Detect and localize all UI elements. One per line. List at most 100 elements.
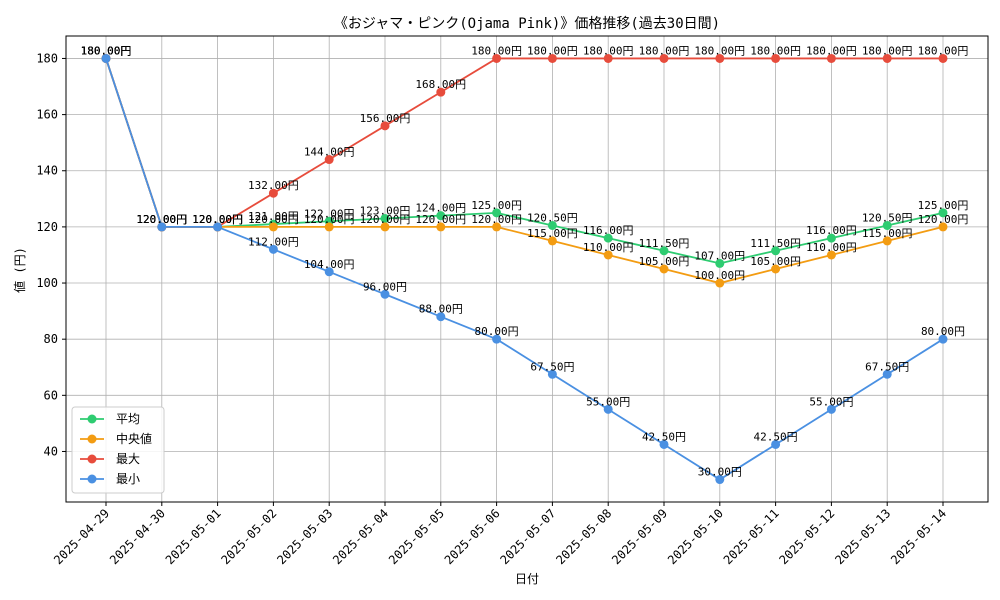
series-point-3 [771,439,781,449]
series-point-1 [380,222,390,232]
legend-entry: 最小 [116,472,140,486]
legend-marker [87,434,97,444]
data-label-1: 180.00円 [81,44,132,57]
data-label-2: 180.00円 [694,44,745,57]
data-label-0: 124.00円 [415,202,466,215]
legend-entry: 最大 [116,452,140,466]
series-point-2 [938,53,948,63]
data-label-0: 120.00円 [136,213,187,226]
plot-frame [65,35,989,503]
data-label-0: 111.50円 [750,237,801,250]
y-tick-label: 100 [36,276,58,290]
series-point-2 [882,53,892,63]
data-label-3: 67.50円 [865,360,909,373]
x-tick-label: 2025-05-10 [665,506,726,567]
series-point-2 [492,53,502,63]
data-label-1: 115.00円 [527,227,578,240]
series-point-0 [380,213,390,223]
legend-marker [87,454,97,464]
data-label-2: 180.00円 [81,44,132,57]
series-point-2 [659,53,669,63]
data-label-1: 120.00円 [471,213,522,226]
data-label-3: 180.00円 [81,44,132,57]
series-point-2 [826,53,836,63]
data-label-1: 105.00円 [750,255,801,268]
series-point-3 [938,334,948,344]
data-label-2: 180.00円 [471,44,522,57]
series-point-1 [826,250,836,260]
series-line-2 [105,57,943,228]
series-point-0 [547,220,557,230]
x-tick-label: 2025-05-13 [832,506,893,567]
legend-box [71,406,165,494]
data-label-1: 115.00円 [862,227,913,240]
x-tick-label: 2025-05-04 [330,506,391,567]
series-point-0 [603,233,613,243]
series-point-1 [715,278,725,288]
data-label-2: 168.00円 [415,78,466,91]
series-point-0 [659,246,669,256]
data-label-1: 120.00円 [415,213,466,226]
y-tick-label: 80 [44,332,58,346]
y-tick-label: 60 [44,388,58,402]
data-label-0: 125.00円 [471,199,522,212]
data-label-2: 120.00円 [192,213,243,226]
series-point-2 [324,155,334,165]
series-point-3 [380,289,390,299]
series-point-0 [882,220,892,230]
data-label-2: 180.00円 [583,44,634,57]
data-label-0: 111.50円 [639,237,690,250]
x-tick-label: 2025-05-02 [219,506,280,567]
series-point-2 [380,121,390,131]
series-point-3 [436,312,446,322]
data-label-3: 88.00円 [419,303,463,316]
series-line-3 [105,58,944,481]
series-point-2 [603,53,613,63]
legend-entry: 中央値 [116,431,152,446]
series-point-1 [324,222,334,232]
series-point-0 [771,246,781,256]
data-label-0: 116.00円 [806,224,857,237]
series-point-3 [603,404,613,414]
legend-entry: 平均 [116,412,140,426]
data-label-1: 120.00円 [192,213,243,226]
series-point-2 [771,53,781,63]
data-label-2: 180.00円 [806,44,857,57]
data-label-0: 180.00円 [81,44,132,57]
data-label-0: 125.00円 [918,199,969,212]
legend-marker [87,474,97,484]
series-point-1 [492,222,502,232]
series-point-3 [826,404,836,414]
y-tick-label: 140 [36,164,58,178]
data-label-3: 55.00円 [809,395,853,408]
series-point-1 [938,222,948,232]
axes: 40 60 80 100 120 140 160 180 2025-04-292025-04-3… [36,35,989,567]
x-axis-label: 日付 [515,572,539,586]
data-label-3: 55.00円 [586,395,630,408]
series-point-1 [547,236,557,246]
grid [66,36,988,502]
y-tick-label: 40 [44,444,58,458]
data-label-3: 80.00円 [921,325,965,338]
data-label-0: 116.00円 [583,224,634,237]
series-line-0 [105,58,944,265]
data-label-2: 180.00円 [918,44,969,57]
data-label-2: 132.00円 [248,179,299,192]
data-label-1: 120.00円 [918,213,969,226]
data-label-3: 30.00円 [698,466,742,479]
series-point-3 [324,267,334,277]
y-tick-label: 180 [36,51,58,65]
chart-title: 《おジャマ・ピンク(Ojama Pink)》価格推移(過去30日間) [334,16,720,32]
data-label-1: 110.00円 [583,241,634,254]
series-point-3 [715,475,725,485]
data-label-1: 120.00円 [248,213,299,226]
series-point-2 [715,53,725,63]
x-tick-label: 2025-05-09 [609,506,670,567]
series-point-3 [659,439,669,449]
data-label-3: 120.00円 [136,213,187,226]
x-tick-label: 2025-05-12 [777,506,838,567]
x-tick-label: 2025-05-06 [442,506,503,567]
data-label-1: 100.00円 [694,269,745,282]
